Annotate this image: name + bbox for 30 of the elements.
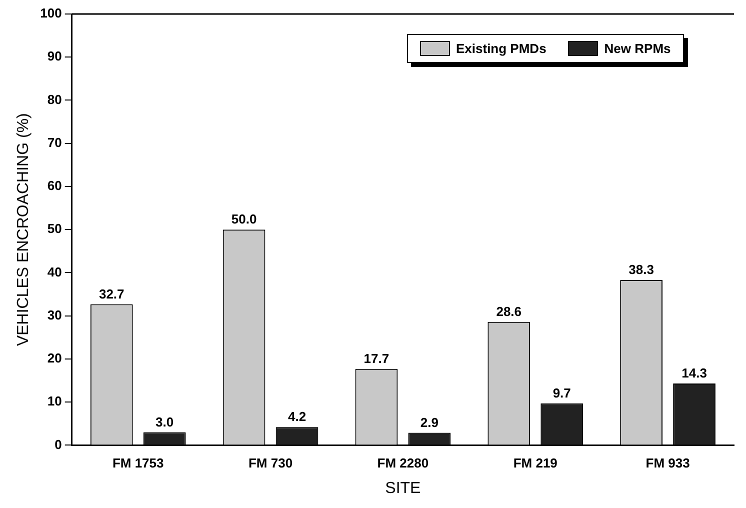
data-label: 38.3 [628, 262, 654, 278]
y-tick-label: 20 [47, 350, 62, 366]
x-axis-title: SITE [385, 480, 421, 497]
x-tick-label: FM 933 [646, 456, 690, 471]
legend-label: Existing PMDs [456, 41, 546, 56]
y-tick-label: 60 [47, 178, 62, 194]
legend-label: New RPMs [604, 41, 671, 56]
y-tick-label: 0 [54, 436, 62, 452]
data-label: 28.6 [496, 304, 522, 319]
x-tick-label: FM 1753 [112, 456, 164, 471]
y-tick-label: 90 [47, 48, 62, 64]
data-label: 50.0 [231, 212, 257, 227]
data-label: 2.9 [420, 414, 438, 430]
y-tick-label: 50 [47, 221, 62, 236]
y-axis-title: VEHICLES ENCROACHING (%) [15, 113, 32, 346]
y-tick-label: 40 [47, 264, 62, 280]
data-label: 14.3 [682, 366, 707, 381]
data-label: 4.2 [288, 409, 306, 424]
y-tick-label: 100 [40, 6, 62, 21]
data-label: 32.7 [98, 286, 124, 302]
x-tick-label: FM 219 [513, 456, 558, 471]
x-tick-label: FM 730 [248, 456, 293, 471]
x-tick-label: FM 2280 [377, 456, 429, 471]
y-tick-label: 30 [47, 307, 62, 322]
y-tick-label: 10 [47, 394, 62, 409]
y-tick-label: 70 [47, 134, 62, 150]
y-tick-label: 80 [47, 92, 62, 107]
data-label: 3.0 [156, 414, 174, 430]
data-label: 17.7 [364, 350, 390, 366]
data-label: 9.7 [552, 385, 571, 400]
